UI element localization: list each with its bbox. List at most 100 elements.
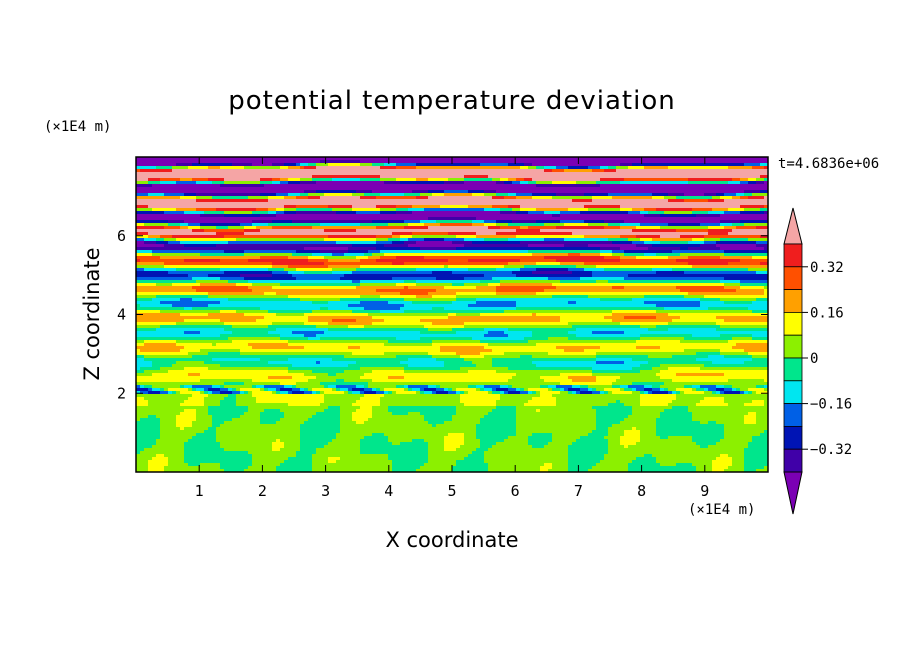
field-cell xyxy=(404,226,429,230)
field-cell xyxy=(704,235,761,239)
field-cell xyxy=(444,448,457,452)
field-cell xyxy=(644,454,653,458)
field-cell xyxy=(656,310,753,314)
field-cell xyxy=(196,208,217,212)
field-cell xyxy=(184,460,253,464)
field-cell xyxy=(688,409,768,413)
field-cell xyxy=(700,445,709,449)
field-cell xyxy=(444,181,465,185)
field-cell xyxy=(296,250,321,254)
field-cell xyxy=(296,211,337,215)
field-cell xyxy=(336,241,377,245)
field-cell xyxy=(532,331,569,335)
field-cell xyxy=(428,451,473,455)
field-cell xyxy=(596,265,693,269)
field-cell xyxy=(764,466,768,470)
field-cell xyxy=(408,385,429,389)
field-cell xyxy=(624,253,645,257)
field-cell xyxy=(412,439,425,443)
field-cell xyxy=(304,166,317,170)
field-cell xyxy=(464,178,493,182)
field-cell xyxy=(748,412,757,416)
field-cell xyxy=(256,226,273,230)
field-cell xyxy=(756,418,768,422)
field-cell xyxy=(304,313,369,317)
field-cell xyxy=(136,175,313,179)
field-cell xyxy=(716,328,768,332)
field-cell xyxy=(232,163,253,167)
field-cell xyxy=(276,193,289,197)
field-cell xyxy=(460,445,481,449)
field-cell xyxy=(600,346,637,350)
field-cell xyxy=(760,175,768,179)
field-cell xyxy=(384,433,449,437)
field-cell xyxy=(552,283,725,287)
field-cell xyxy=(544,211,561,215)
field-cell xyxy=(188,439,217,443)
field-cell xyxy=(556,346,601,350)
field-cell xyxy=(612,253,625,257)
field-cell xyxy=(268,199,573,203)
field-cell xyxy=(136,343,145,347)
field-cell xyxy=(320,403,353,407)
field-cell xyxy=(568,376,597,380)
field-cell xyxy=(228,337,281,341)
field-cell xyxy=(216,433,301,437)
field-cell xyxy=(316,451,361,455)
field-cell xyxy=(688,262,729,266)
field-cell xyxy=(516,274,593,278)
field-cell xyxy=(224,385,253,389)
field-cell xyxy=(452,241,473,245)
field-cell xyxy=(436,277,465,281)
field-cell xyxy=(752,310,768,314)
field-cell xyxy=(140,349,181,353)
field-cell xyxy=(424,256,545,260)
field-cell xyxy=(640,337,685,341)
field-cell xyxy=(620,400,641,404)
field-cell xyxy=(592,430,609,434)
y-tick-label: 2 xyxy=(117,384,126,402)
y-tick-label: 6 xyxy=(117,227,126,245)
field-cell xyxy=(232,331,269,335)
field-cell xyxy=(136,304,141,308)
field-cell xyxy=(304,190,317,194)
field-cell xyxy=(568,388,581,392)
field-cell xyxy=(500,394,541,398)
field-cell xyxy=(196,199,269,203)
field-cell xyxy=(612,196,653,200)
field-cell xyxy=(348,247,377,251)
field-cell xyxy=(572,232,709,236)
field-cell xyxy=(520,355,533,359)
field-cell xyxy=(344,370,373,374)
field-cell xyxy=(480,439,505,443)
field-cell xyxy=(324,397,361,401)
field-cell xyxy=(716,316,768,320)
field-cell xyxy=(300,445,325,449)
field-cell xyxy=(184,307,193,311)
field-cell xyxy=(380,193,405,197)
field-cell xyxy=(220,391,233,395)
field-cell xyxy=(484,208,501,212)
field-cell xyxy=(752,256,768,260)
chart-title: potential temperature deviation xyxy=(228,86,676,116)
field-cell xyxy=(352,388,365,392)
field-cell xyxy=(148,463,169,467)
field-cell xyxy=(456,412,489,416)
field-cell xyxy=(136,217,429,221)
field-cell xyxy=(528,436,553,440)
field-cell xyxy=(308,196,321,200)
field-cell xyxy=(740,220,768,224)
field-cell xyxy=(248,451,297,455)
field-cell xyxy=(300,298,341,302)
field-cell xyxy=(168,370,289,374)
field-cell xyxy=(444,307,517,311)
field-cell xyxy=(204,400,221,404)
field-cell xyxy=(596,376,621,380)
field-cell xyxy=(492,445,533,449)
field-cell xyxy=(356,256,369,260)
field-cell xyxy=(456,247,601,251)
field-cell xyxy=(328,322,373,326)
field-cell xyxy=(484,193,497,197)
field-cell xyxy=(192,355,345,359)
field-cell xyxy=(604,226,621,230)
